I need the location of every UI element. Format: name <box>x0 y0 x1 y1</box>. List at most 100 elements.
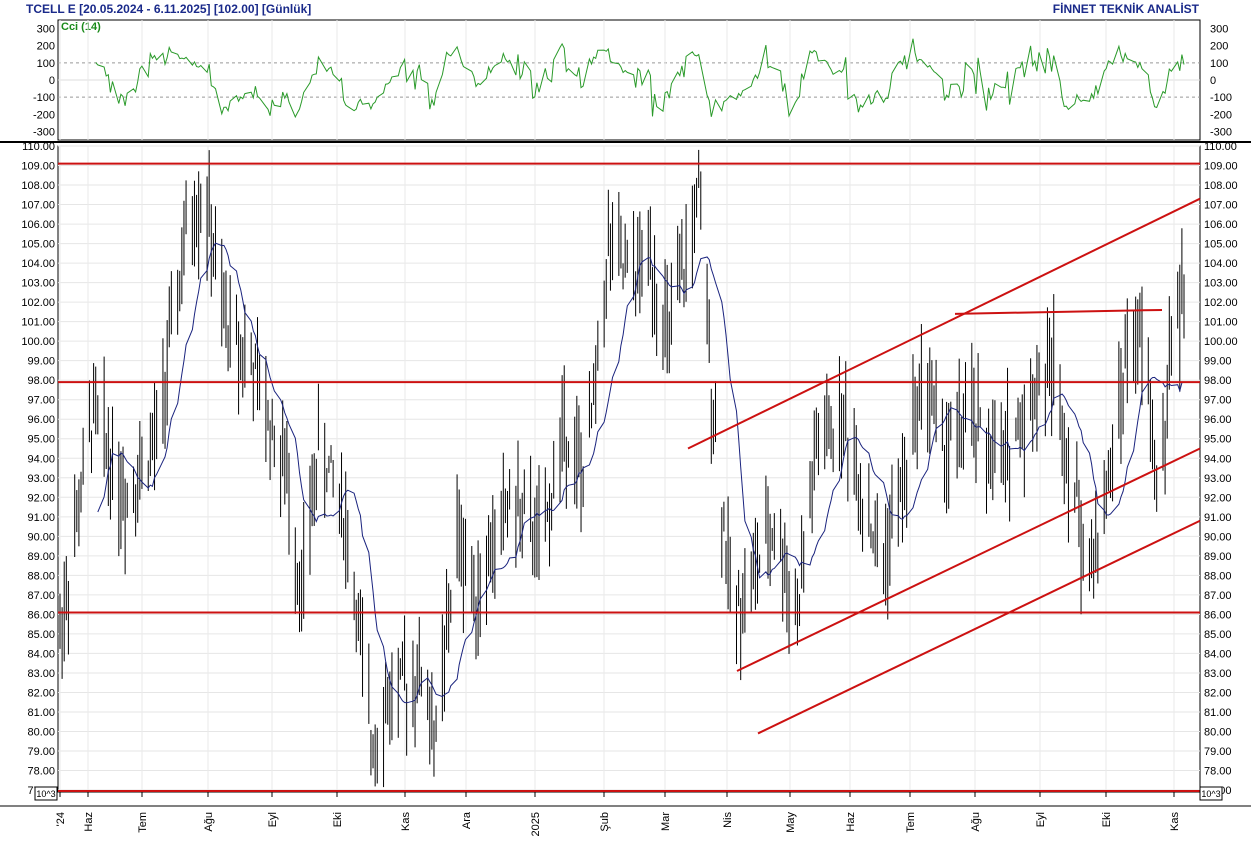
price-tick-right: 83.00 <box>1204 668 1232 680</box>
cci-layer <box>95 38 1185 119</box>
x-tick-label: Şub <box>599 812 611 832</box>
price-tick-right: 79.00 <box>1204 746 1232 758</box>
price-tick-right: 108.00 <box>1204 180 1238 192</box>
cci-tick-left: 0 <box>49 75 55 87</box>
x-tick-label: Eki <box>1101 812 1113 827</box>
price-tick-right: 100.00 <box>1204 336 1238 348</box>
price-tick-left: 95.00 <box>27 434 55 446</box>
price-tick-right: 101.00 <box>1204 317 1238 329</box>
cci-tick-right: -200 <box>1210 109 1232 121</box>
x-tick-label: Tem <box>137 812 149 833</box>
price-tick-right: 104.00 <box>1204 258 1238 270</box>
x-tick-label: Ağu <box>970 812 982 832</box>
price-tick-right: 80.00 <box>1204 726 1232 738</box>
price-tick-right: 109.00 <box>1204 161 1238 173</box>
price-tick-left: 83.00 <box>27 668 55 680</box>
cci-tick-left: -200 <box>33 109 55 121</box>
grid-layer <box>58 20 1200 792</box>
cci-tick-right: -100 <box>1210 92 1232 104</box>
price-tick-left: 110.00 <box>22 141 55 153</box>
price-tick-left: 108.00 <box>21 180 55 192</box>
trend-line <box>954 308 1163 315</box>
price-tick-left: 101.00 <box>21 317 55 329</box>
price-panel-frame <box>57 145 1201 793</box>
price-tick-left: 91.00 <box>27 512 55 524</box>
level-layer <box>58 162 1201 793</box>
price-tick-left: 100.00 <box>21 336 55 348</box>
price-tick-left: 102.00 <box>21 297 55 309</box>
price-tick-right: 99.00 <box>1204 356 1232 368</box>
cci-tick-left: 300 <box>37 24 55 36</box>
price-tick-left: 79.00 <box>27 746 55 758</box>
x-tick-label: May <box>785 812 797 833</box>
price-tick-left: 106.00 <box>21 219 55 231</box>
cci-tick-right: 0 <box>1210 75 1216 87</box>
price-tick-left: 82.00 <box>27 687 55 699</box>
price-tick-left: 93.00 <box>27 473 55 485</box>
price-tick-left: 94.00 <box>27 453 55 465</box>
price-tick-right: 103.00 <box>1204 278 1238 290</box>
price-tick-right: 87.00 <box>1204 590 1232 602</box>
price-tick-left: 88.00 <box>27 570 55 582</box>
trend-line <box>736 447 1201 672</box>
price-tick-right: 91.00 <box>1204 512 1232 524</box>
price-tick-left: 87.00 <box>27 590 55 602</box>
price-tick-right: 90.00 <box>1204 531 1232 543</box>
price-tick-right: 110.00 <box>1204 141 1237 153</box>
x-tick-label: Eyl <box>267 812 279 827</box>
x-tick-label: Tem <box>905 812 917 833</box>
price-tick-right: 86.00 <box>1204 609 1232 621</box>
price-tick-right: 97.00 <box>1204 395 1232 407</box>
cci-tick-right: 200 <box>1210 41 1228 53</box>
price-tick-left: 105.00 <box>21 239 55 251</box>
x-tick-label: Kas <box>400 812 412 831</box>
x-tick-label: Eyl <box>1035 812 1047 827</box>
multiplier-box <box>1199 786 1223 801</box>
price-tick-right: 92.00 <box>1204 492 1232 504</box>
moving-average-line <box>97 242 1185 704</box>
price-tick-right: 95.00 <box>1204 434 1232 446</box>
multiplier-box <box>34 786 58 801</box>
price-tick-left: 81.00 <box>27 707 55 719</box>
price-tick-right: 84.00 <box>1204 648 1232 660</box>
x-tick-label: Haz <box>83 812 95 832</box>
cci-tick-left: 200 <box>37 41 55 53</box>
price-tick-right: 94.00 <box>1204 453 1232 465</box>
price-tick-left: 86.00 <box>27 609 55 621</box>
ma-layer <box>97 242 1185 704</box>
price-tick-right: 81.00 <box>1204 707 1232 719</box>
price-tick-right: 102.00 <box>1204 297 1238 309</box>
price-tick-left: 99.00 <box>27 356 55 368</box>
cci-line <box>95 38 1185 119</box>
price-tick-left: 109.00 <box>21 161 55 173</box>
price-tick-left: 89.00 <box>27 551 55 563</box>
price-tick-right: 93.00 <box>1204 473 1232 485</box>
cci-tick-left: -100 <box>33 92 55 104</box>
price-tick-right: 82.00 <box>1204 687 1232 699</box>
cci-series-label: Cci (14) <box>61 21 101 33</box>
x-tick-label: '24 <box>55 812 67 826</box>
price-tick-left: 80.00 <box>27 726 55 738</box>
axis-layer: 110.00 110.00 109.00 109.00 108.00 108.00 107.… <box>21 24 1237 837</box>
price-tick-right: 105.00 <box>1204 239 1238 251</box>
price-tick-left: 84.00 <box>27 648 55 660</box>
price-tick-right: 88.00 <box>1204 570 1232 582</box>
x-tick-label: 2025 <box>530 812 542 836</box>
price-tick-right: 107.00 <box>1204 200 1238 212</box>
price-tick-left: 97.00 <box>27 395 55 407</box>
price-tick-left: 104.00 <box>21 258 55 270</box>
price-tick-left: 92.00 <box>27 492 55 504</box>
price-tick-left: 85.00 <box>27 629 55 641</box>
multiplier-label-left: 10^3 <box>36 789 55 799</box>
multiplier-label-right: 10^3 <box>1201 789 1220 799</box>
cci-tick-right: 300 <box>1210 24 1228 36</box>
x-tick-label: Ara <box>461 811 473 829</box>
cci-tick-left: -300 <box>33 126 55 138</box>
price-tick-right: 78.00 <box>1204 766 1232 778</box>
price-tick-right: 106.00 <box>1204 219 1238 231</box>
trend-line <box>687 197 1201 450</box>
x-tick-label: Kas <box>1169 812 1181 831</box>
price-layer <box>59 149 1185 788</box>
chart-title: TCELL E [20.05.2024 - 6.11.2025] [102.00… <box>26 2 312 16</box>
